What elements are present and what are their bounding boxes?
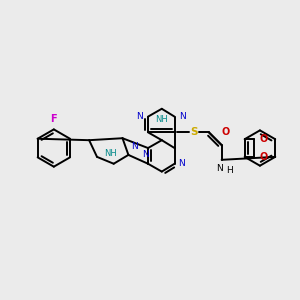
Text: S: S [190,127,198,137]
Text: N: N [131,142,138,151]
Text: O: O [221,127,230,137]
Text: O: O [259,152,268,162]
Text: N: N [179,112,186,121]
Text: N: N [136,112,143,121]
Text: N: N [142,150,148,159]
Text: N: N [178,159,185,168]
Text: N: N [216,164,223,173]
Text: H: H [226,166,233,175]
Text: NH: NH [104,149,117,158]
Text: F: F [50,115,57,124]
Text: NH: NH [155,115,168,124]
Text: O: O [259,134,268,144]
